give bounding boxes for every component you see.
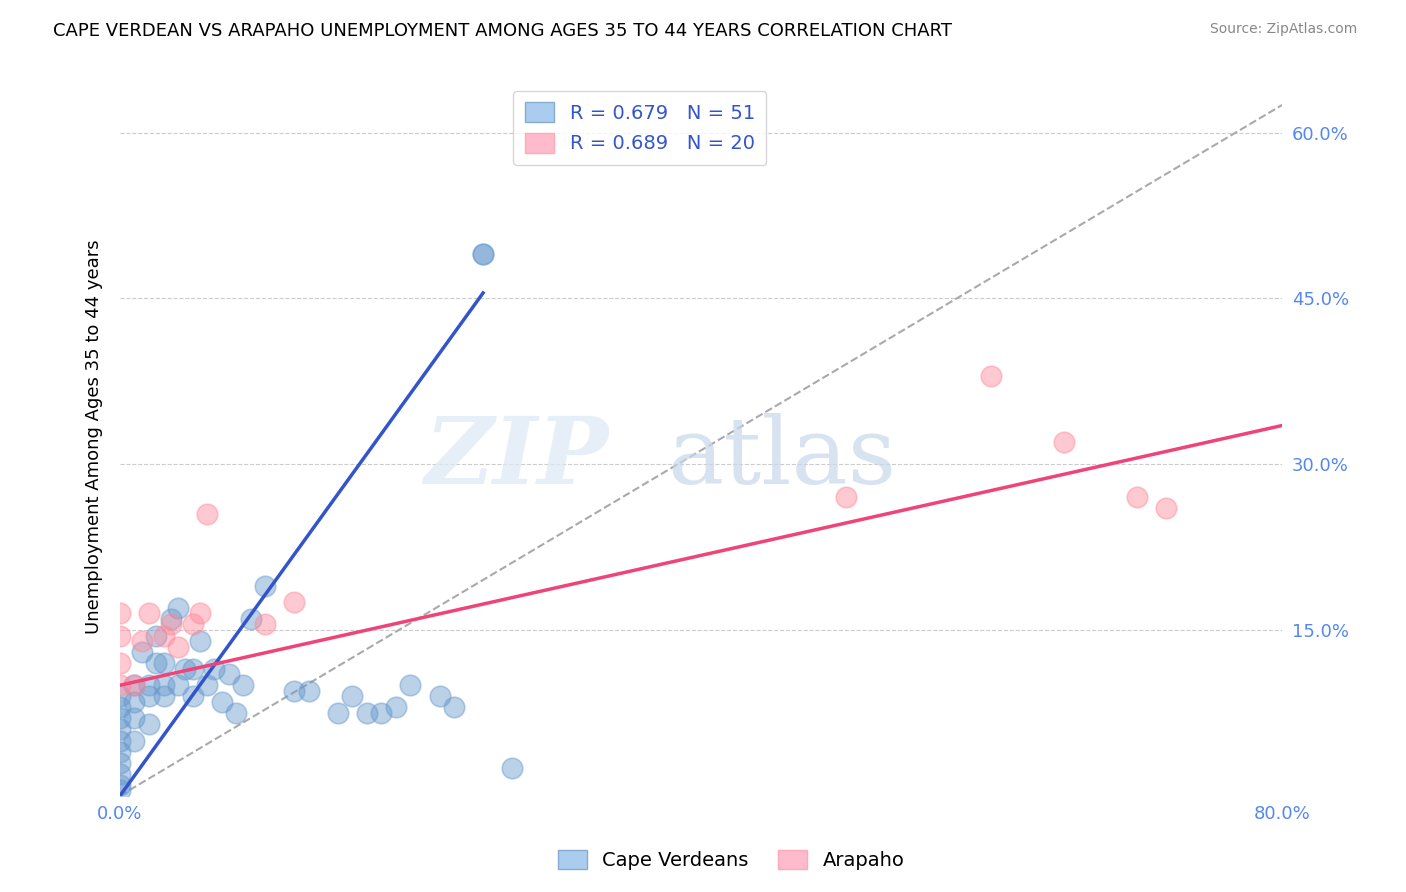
Point <box>108 783 131 797</box>
Point <box>108 756 131 770</box>
Point <box>138 678 160 692</box>
Point <box>980 368 1002 383</box>
Point <box>174 662 197 676</box>
Point <box>835 491 858 505</box>
Point <box>152 656 174 670</box>
Point <box>131 634 153 648</box>
Text: CAPE VERDEAN VS ARAPAHO UNEMPLOYMENT AMONG AGES 35 TO 44 YEARS CORRELATION CHART: CAPE VERDEAN VS ARAPAHO UNEMPLOYMENT AMO… <box>53 22 952 40</box>
Point <box>124 733 146 747</box>
Point <box>152 678 174 692</box>
Point <box>1125 491 1147 505</box>
Point <box>108 690 131 704</box>
Point <box>159 617 181 632</box>
Point <box>385 700 408 714</box>
Point <box>124 678 146 692</box>
Y-axis label: Unemployment Among Ages 35 to 44 years: Unemployment Among Ages 35 to 44 years <box>86 239 103 634</box>
Point <box>108 607 131 621</box>
Point <box>124 695 146 709</box>
Point <box>108 778 131 792</box>
Point <box>239 612 262 626</box>
Point <box>501 761 523 775</box>
Point <box>429 690 451 704</box>
Point <box>1053 435 1076 450</box>
Legend: Cape Verdeans, Arapaho: Cape Verdeans, Arapaho <box>550 842 912 878</box>
Point <box>131 645 153 659</box>
Point <box>145 656 167 670</box>
Point <box>399 678 422 692</box>
Point <box>138 717 160 731</box>
Point <box>152 690 174 704</box>
Point <box>188 607 211 621</box>
Point <box>202 662 225 676</box>
Point <box>108 745 131 759</box>
Legend: R = 0.679   N = 51, R = 0.689   N = 20: R = 0.679 N = 51, R = 0.689 N = 20 <box>513 91 766 165</box>
Point <box>108 628 131 642</box>
Point <box>138 607 160 621</box>
Point <box>108 656 131 670</box>
Point <box>167 600 190 615</box>
Point <box>443 700 465 714</box>
Point <box>181 662 204 676</box>
Point <box>356 706 378 720</box>
Point <box>108 678 131 692</box>
Point <box>124 678 146 692</box>
Point <box>167 640 190 654</box>
Text: Source: ZipAtlas.com: Source: ZipAtlas.com <box>1209 22 1357 37</box>
Point <box>195 507 218 521</box>
Point <box>124 711 146 725</box>
Point <box>108 733 131 747</box>
Point <box>472 247 495 261</box>
Point <box>326 706 349 720</box>
Point <box>254 617 277 632</box>
Point <box>108 711 131 725</box>
Point <box>145 628 167 642</box>
Point <box>167 678 190 692</box>
Point <box>108 723 131 737</box>
Point <box>283 595 305 609</box>
Point <box>1154 501 1177 516</box>
Point <box>232 678 254 692</box>
Text: atlas: atlas <box>668 413 897 503</box>
Point <box>181 617 204 632</box>
Point <box>188 634 211 648</box>
Point <box>218 667 240 681</box>
Point <box>108 700 131 714</box>
Point <box>108 766 131 780</box>
Point <box>298 683 321 698</box>
Point <box>211 695 233 709</box>
Point <box>370 706 392 720</box>
Point <box>225 706 247 720</box>
Point <box>138 690 160 704</box>
Text: ZIP: ZIP <box>423 413 607 503</box>
Point <box>283 683 305 698</box>
Point <box>159 612 181 626</box>
Point <box>181 690 204 704</box>
Point <box>152 628 174 642</box>
Point <box>342 690 364 704</box>
Point <box>472 247 495 261</box>
Point <box>195 678 218 692</box>
Point <box>254 579 277 593</box>
